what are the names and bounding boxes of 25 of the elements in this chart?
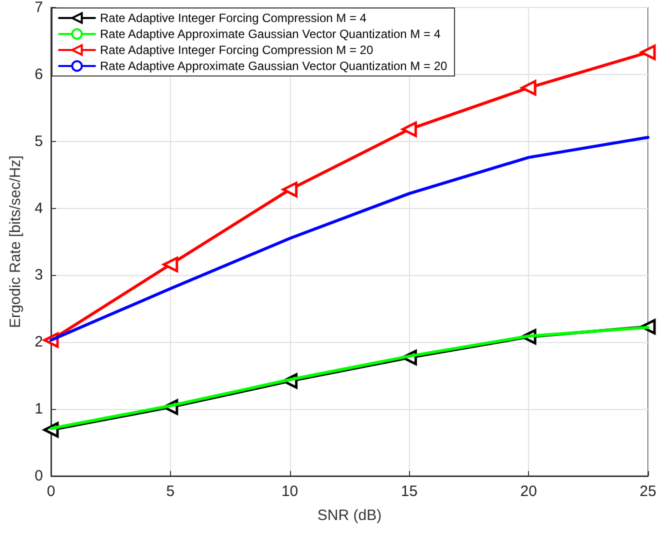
legend-label: Rate Adaptive Integer Forcing Compression M = 4 bbox=[100, 11, 367, 25]
legend-label: Rate Adaptive Approximate Gaussian Vector Quantization M = 4 bbox=[100, 27, 441, 41]
y-tick-label: 6 bbox=[34, 66, 43, 83]
x-axis-title: SNR (dB) bbox=[317, 507, 382, 524]
y-tick-label: 1 bbox=[34, 400, 43, 418]
point bbox=[520, 80, 536, 96]
point bbox=[162, 256, 178, 272]
x-tick-label: 20 bbox=[520, 483, 537, 500]
y-tick-label: 5 bbox=[34, 132, 43, 150]
x-tick-label: 10 bbox=[281, 483, 298, 500]
y-tick-label: 0 bbox=[34, 468, 43, 484]
x-tick-label: 25 bbox=[640, 483, 656, 500]
point bbox=[640, 44, 656, 60]
y-tick-label: 4 bbox=[34, 200, 43, 217]
x-tick-label: 15 bbox=[400, 483, 418, 500]
legend-label: Rate Adaptive Integer Forcing Compression M = 20 bbox=[100, 43, 374, 57]
y-tick-label: 7 bbox=[34, 0, 43, 16]
x-tick-label: 0 bbox=[46, 483, 56, 500]
y-tick-label: 2 bbox=[34, 334, 43, 351]
point bbox=[401, 122, 417, 138]
point bbox=[282, 182, 298, 198]
x-tick-label: 5 bbox=[166, 483, 175, 500]
y-axis-title: Ergodic Rate [bits/sec/Hz] bbox=[7, 155, 24, 328]
y-tick-label: 3 bbox=[34, 266, 43, 284]
legend-label: Rate Adaptive Approximate Gaussian Vector Quantization M = 20 bbox=[100, 59, 448, 73]
